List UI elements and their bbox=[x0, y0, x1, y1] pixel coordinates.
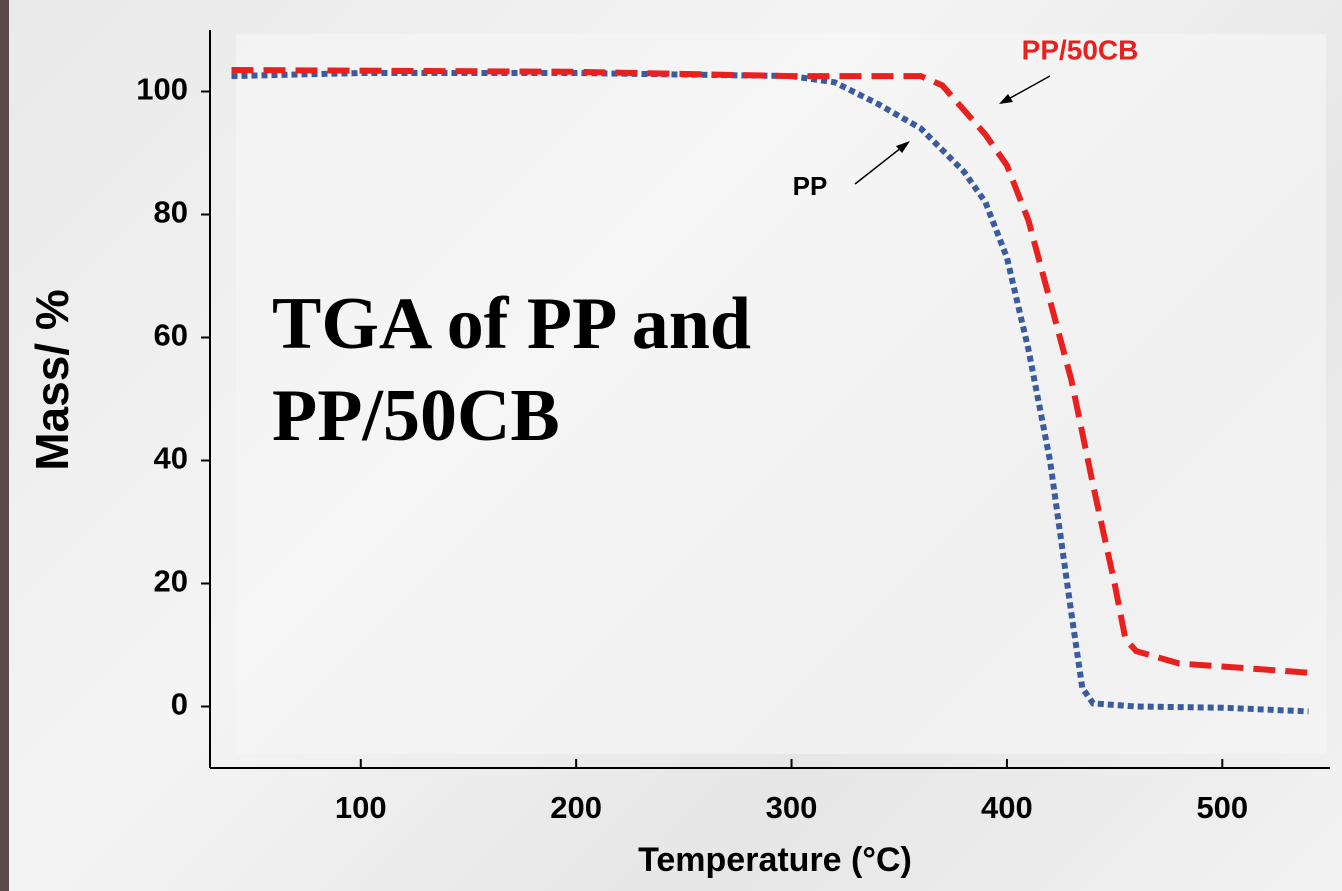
series-line bbox=[231, 67, 1309, 676]
arrow bbox=[854, 143, 907, 185]
x-tick-label: 400 bbox=[981, 790, 1033, 825]
x-tick-label: 100 bbox=[335, 790, 387, 825]
arrow-head bbox=[999, 94, 1013, 104]
x-axis-label: Temperature (°C) bbox=[638, 841, 912, 879]
plot-background bbox=[236, 34, 1326, 754]
annotation: PP/50CB bbox=[1022, 34, 1139, 65]
y-tick-label: 40 bbox=[154, 441, 188, 476]
y-tick-label: 80 bbox=[154, 195, 188, 230]
arrow bbox=[1002, 75, 1051, 103]
chart-title: TGA of PP and PP/50CB bbox=[272, 283, 752, 457]
x-tick-label: 200 bbox=[550, 790, 602, 825]
left-border bbox=[0, 0, 9, 891]
arrow-head bbox=[896, 141, 910, 153]
y-tick-label: 60 bbox=[154, 318, 188, 353]
y-tick-label: 100 bbox=[136, 72, 188, 107]
annotation: PP bbox=[793, 171, 828, 201]
x-tick-label: 500 bbox=[1196, 790, 1248, 825]
y-axis-label: Mass/ % bbox=[26, 289, 78, 471]
y-tick-label: 20 bbox=[154, 564, 188, 599]
x-tick-label: 300 bbox=[766, 790, 818, 825]
y-tick-label: 0 bbox=[171, 687, 188, 722]
